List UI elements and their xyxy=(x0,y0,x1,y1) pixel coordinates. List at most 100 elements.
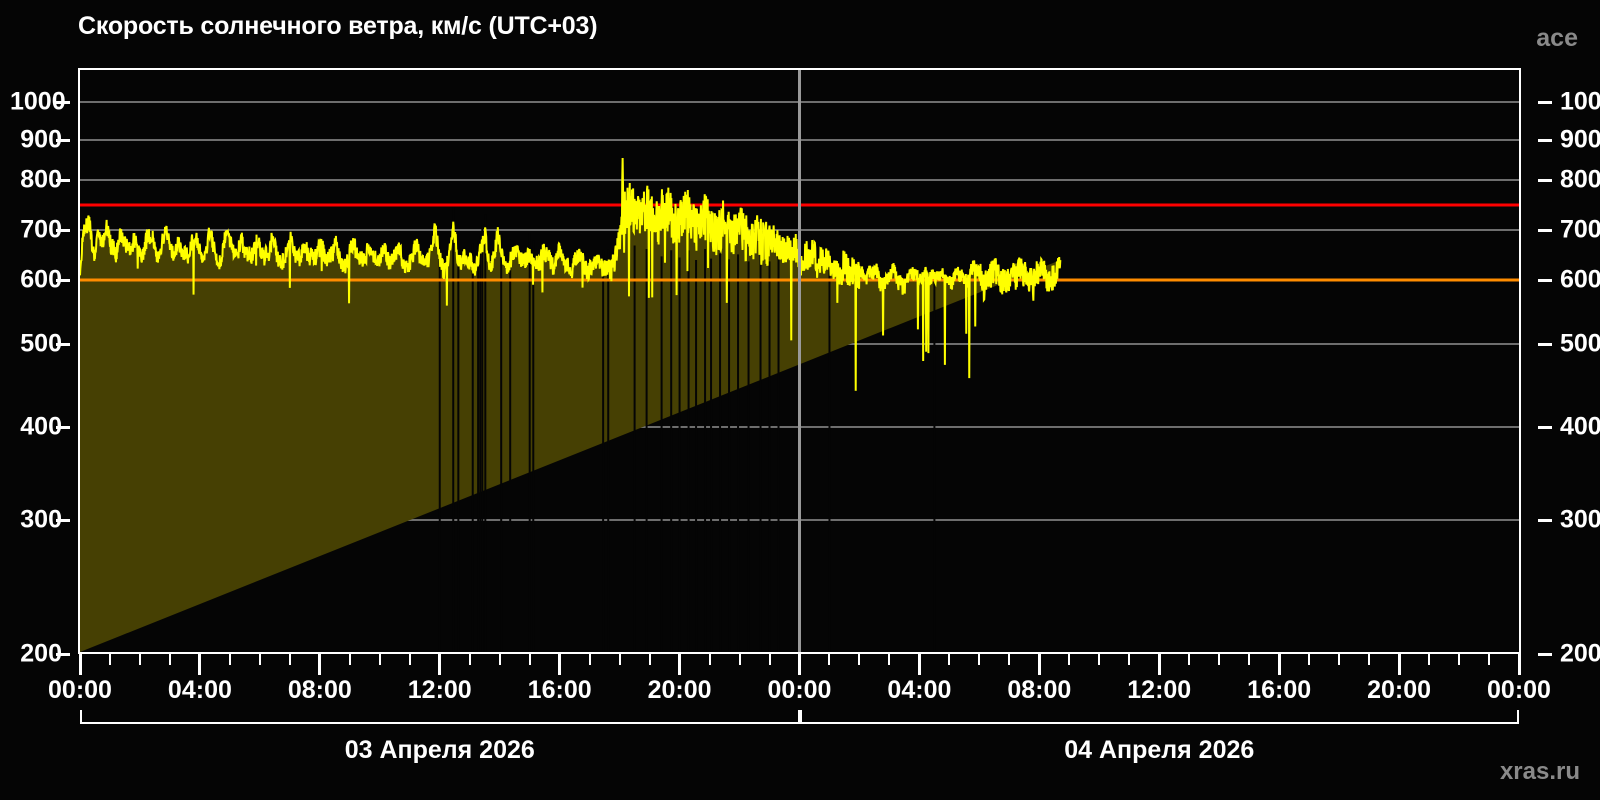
x-tick-label: 00:00 xyxy=(767,676,832,704)
day-label: 03 Апреля 2026 xyxy=(344,736,535,764)
x-axis: 00:00 04:00 08:00 12:00 16:00 20:00 00:00 04:00… xyxy=(0,654,1600,704)
plot-clip xyxy=(80,70,1519,652)
solar-wind-speed-plot xyxy=(80,70,1519,652)
x-tick-major xyxy=(1277,654,1281,675)
y-tick-mark xyxy=(1538,101,1552,104)
x-tick-label: 16:00 xyxy=(1247,676,1312,704)
x-tick-minor xyxy=(108,654,111,665)
x-tick-minor xyxy=(858,654,861,665)
x-tick-minor xyxy=(828,654,831,665)
x-tick-minor xyxy=(378,654,381,665)
x-tick-minor xyxy=(1218,654,1221,665)
x-tick-minor xyxy=(1368,654,1371,665)
y-tick-label: 300 xyxy=(1560,505,1600,534)
y-tick-label: 300 xyxy=(20,505,62,534)
y-tick-label: 700 xyxy=(20,215,62,244)
x-tick-minor xyxy=(588,654,591,665)
y-tick-label: 1000 xyxy=(10,87,66,116)
y-tick-mark xyxy=(56,519,70,522)
y-tick-label: 400 xyxy=(20,412,62,441)
y-tick-label: 800 xyxy=(20,165,62,194)
y-tick-label: 500 xyxy=(20,329,62,358)
x-tick-minor xyxy=(138,654,141,665)
x-tick-minor xyxy=(1128,654,1131,665)
y-tick-mark xyxy=(56,653,70,656)
x-tick-label: 00:00 xyxy=(1487,676,1551,704)
day-label: 04 Апреля 2026 xyxy=(1064,736,1255,764)
x-tick-major xyxy=(558,654,562,675)
y-tick-label: 1000 xyxy=(1560,87,1600,116)
x-tick-major xyxy=(1517,654,1521,675)
x-tick-label: 04:00 xyxy=(887,676,952,704)
y-tick-mark xyxy=(1538,519,1552,522)
y-tick-mark xyxy=(1538,426,1552,429)
y-tick-mark xyxy=(56,343,70,346)
x-tick-minor xyxy=(1188,654,1191,665)
x-tick-minor xyxy=(1068,654,1071,665)
x-tick-minor xyxy=(648,654,651,665)
x-tick-major xyxy=(798,654,801,675)
day-bracket xyxy=(799,710,1519,724)
x-tick-label: 20:00 xyxy=(1367,676,1432,704)
x-tick-label: 08:00 xyxy=(1007,676,1072,704)
y-tick-mark xyxy=(56,139,70,142)
y-tick-mark xyxy=(56,179,70,182)
y-tick-mark xyxy=(56,279,70,282)
y-tick-mark xyxy=(56,101,70,104)
x-tick-major xyxy=(1397,654,1401,675)
y-tick-label: 200 xyxy=(20,639,62,668)
x-tick-minor xyxy=(1488,654,1491,665)
x-tick-label: 00:00 xyxy=(48,676,112,704)
y-tick-mark xyxy=(56,229,70,232)
x-tick-minor xyxy=(768,654,771,665)
x-tick-minor xyxy=(708,654,711,665)
x-tick-minor xyxy=(498,654,501,665)
x-tick-minor xyxy=(1098,654,1101,665)
y-tick-label: 900 xyxy=(1560,125,1600,154)
x-tick-label: 16:00 xyxy=(527,676,592,704)
x-tick-minor xyxy=(528,654,531,665)
x-tick-minor xyxy=(948,654,951,665)
y-axis-right: 1000 900 800 700 600 500 400 300 200 xyxy=(1538,0,1600,800)
x-tick-major xyxy=(1037,654,1041,675)
x-tick-label: 12:00 xyxy=(407,676,472,704)
x-tick-minor xyxy=(348,654,351,665)
x-tick-major xyxy=(78,654,82,675)
x-tick-minor xyxy=(408,654,411,665)
y-tick-mark xyxy=(1538,139,1552,142)
y-tick-label: 400 xyxy=(1560,412,1600,441)
x-tick-minor xyxy=(1458,654,1461,665)
y-tick-label: 200 xyxy=(1560,639,1600,668)
y-tick-mark xyxy=(1538,343,1552,346)
x-tick-minor xyxy=(468,654,471,665)
day-label-bar: 03 Апреля 2026 04 Апреля 2026 xyxy=(0,710,1600,800)
x-tick-minor xyxy=(888,654,891,665)
x-tick-minor xyxy=(978,654,981,665)
x-tick-major xyxy=(917,654,921,675)
y-tick-label: 700 xyxy=(1560,215,1600,244)
y-tick-label: 500 xyxy=(1560,329,1600,358)
data-source-label: ace xyxy=(1536,24,1578,52)
series-line-solar-wind-speed xyxy=(80,157,1062,391)
x-tick-major xyxy=(438,654,442,675)
x-tick-minor xyxy=(1248,654,1251,665)
plot-area xyxy=(78,68,1521,654)
x-tick-minor xyxy=(1008,654,1011,665)
x-tick-major xyxy=(318,654,322,675)
y-tick-mark xyxy=(56,426,70,429)
x-tick-minor xyxy=(288,654,291,665)
x-tick-major xyxy=(1157,654,1161,675)
site-watermark: xras.ru xyxy=(1499,758,1580,785)
y-tick-mark xyxy=(1538,279,1552,282)
y-tick-label: 600 xyxy=(20,265,62,294)
x-tick-minor xyxy=(168,654,171,665)
x-tick-minor xyxy=(1308,654,1311,665)
page-title: Скорость солнечного ветра, км/с (UTC+03) xyxy=(78,12,598,40)
x-tick-label: 08:00 xyxy=(287,676,352,704)
x-tick-minor xyxy=(738,654,741,665)
y-axis-left: 1000 900 800 700 600 500 400 300 200 xyxy=(0,0,70,800)
y-tick-label: 600 xyxy=(1560,265,1600,294)
x-tick-minor xyxy=(228,654,231,665)
y-tick-label: 900 xyxy=(20,125,62,154)
